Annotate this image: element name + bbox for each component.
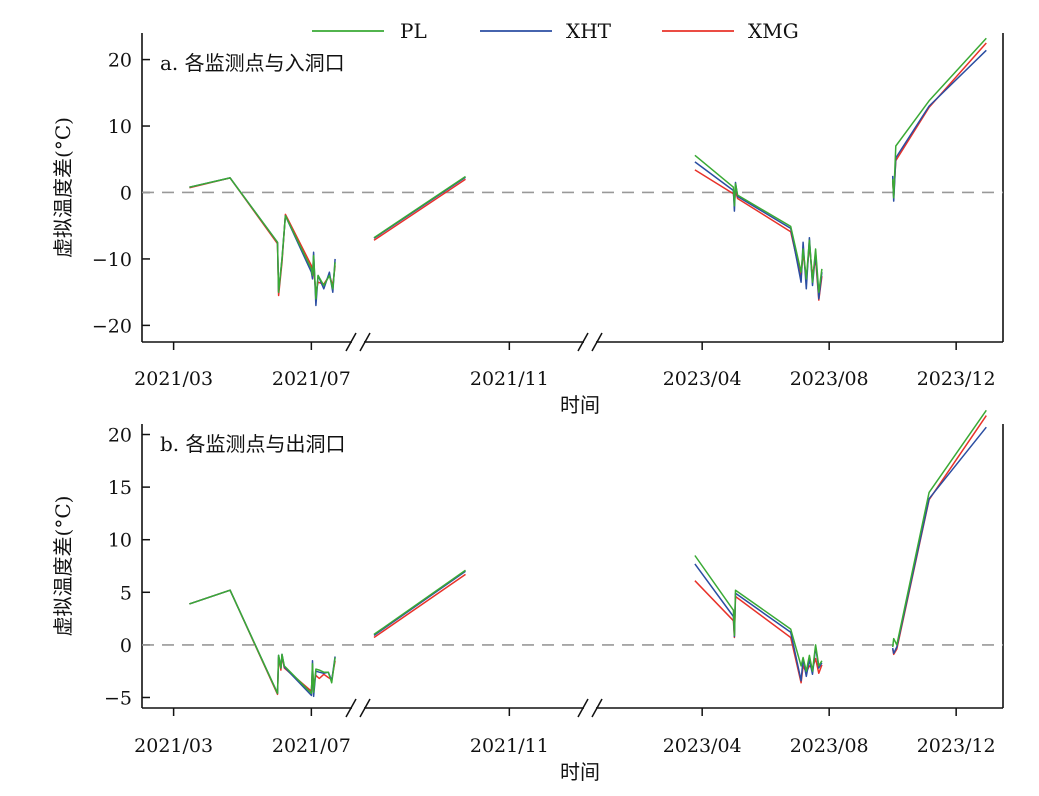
series-line-xmg <box>373 178 466 241</box>
series-line-xht <box>891 426 987 655</box>
panel-a-chart: −20 −10 0 10 20 2021/03 2021/07 2021/11 2023/04 2… <box>51 33 1004 417</box>
panel-label: b. 各监测点与出洞口 <box>160 432 346 456</box>
axis-break-mark <box>345 698 357 718</box>
x-tick-label: 2021/03 <box>134 735 213 757</box>
x-tick-label: 2023/12 <box>917 735 996 757</box>
axis-break-mark <box>591 698 603 718</box>
series-line-pl <box>373 175 466 239</box>
x-tick-label: 2023/04 <box>663 368 742 390</box>
series-line-pl <box>189 177 336 300</box>
y-tick-label: −5 <box>104 687 132 709</box>
series-line-xht <box>189 177 336 307</box>
x-tick-label: 2023/04 <box>663 735 742 757</box>
x-tick-label: 2021/07 <box>272 735 351 757</box>
series-line-xmg <box>694 169 823 301</box>
x-tick-label: 2021/03 <box>134 368 213 390</box>
y-tick-label: 15 <box>108 477 132 499</box>
y-tick-label: 0 <box>120 182 132 204</box>
axis-break-gap <box>352 704 364 714</box>
y-tick-label: −20 <box>92 315 132 337</box>
axis-break-gap <box>352 338 364 348</box>
series-line-xmg <box>891 415 987 656</box>
axis-break-mark <box>345 332 357 352</box>
x-tick-label: 2023/08 <box>790 735 869 757</box>
legend-label-pl: PL <box>400 19 427 43</box>
axis-break-gap <box>584 338 596 348</box>
series-line-pl <box>189 589 336 695</box>
axis-break-mark <box>591 332 603 352</box>
x-axis-title: 时间 <box>560 393 600 417</box>
axis-break-mark <box>577 698 589 718</box>
x-tick-label: 2021/11 <box>470 368 549 390</box>
x-tick-label: 2021/11 <box>470 735 549 757</box>
x-tick-label: 2021/07 <box>272 368 351 390</box>
series-line-pl <box>891 37 987 199</box>
y-axis-title: 虚拟温度差(°C) <box>51 496 75 637</box>
y-axis-title: 虚拟温度差(°C) <box>51 117 75 258</box>
y-tick-label: 10 <box>108 116 132 138</box>
series-line-pl <box>373 569 466 636</box>
y-tick-label: 0 <box>120 635 132 657</box>
panel-label: a. 各监测点与入洞口 <box>160 51 345 75</box>
series-line-pl <box>891 409 987 648</box>
series-line-xht <box>373 570 466 637</box>
axis-break-mark <box>359 698 371 718</box>
y-tick-label: 20 <box>108 425 132 447</box>
panel-b-chart: −5 0 5 10 15 20 2021/03 2021/07 2021/11 2023/04 20… <box>51 409 1004 784</box>
series-line-xmg <box>891 42 987 198</box>
axis-break-mark <box>359 332 371 352</box>
x-axis-title: 时间 <box>560 760 600 784</box>
x-tick-label: 2023/12 <box>917 368 996 390</box>
y-tick-label: 20 <box>108 50 132 72</box>
series-line-pl <box>694 555 823 672</box>
y-tick-label: 5 <box>120 582 132 604</box>
legend-label-xht: XHT <box>566 19 612 43</box>
series-line-xht <box>891 49 987 202</box>
legend-label-xmg: XMG <box>748 19 799 43</box>
y-tick-label: −10 <box>92 249 132 271</box>
axis-break-gap <box>584 704 596 714</box>
x-tick-label: 2023/08 <box>790 368 869 390</box>
axis-break-mark <box>577 332 589 352</box>
series-line-pl <box>694 154 823 293</box>
series-line-xmg <box>373 573 466 639</box>
chart-legend: PL XHT XMG <box>312 19 799 43</box>
y-tick-label: 10 <box>108 530 132 552</box>
